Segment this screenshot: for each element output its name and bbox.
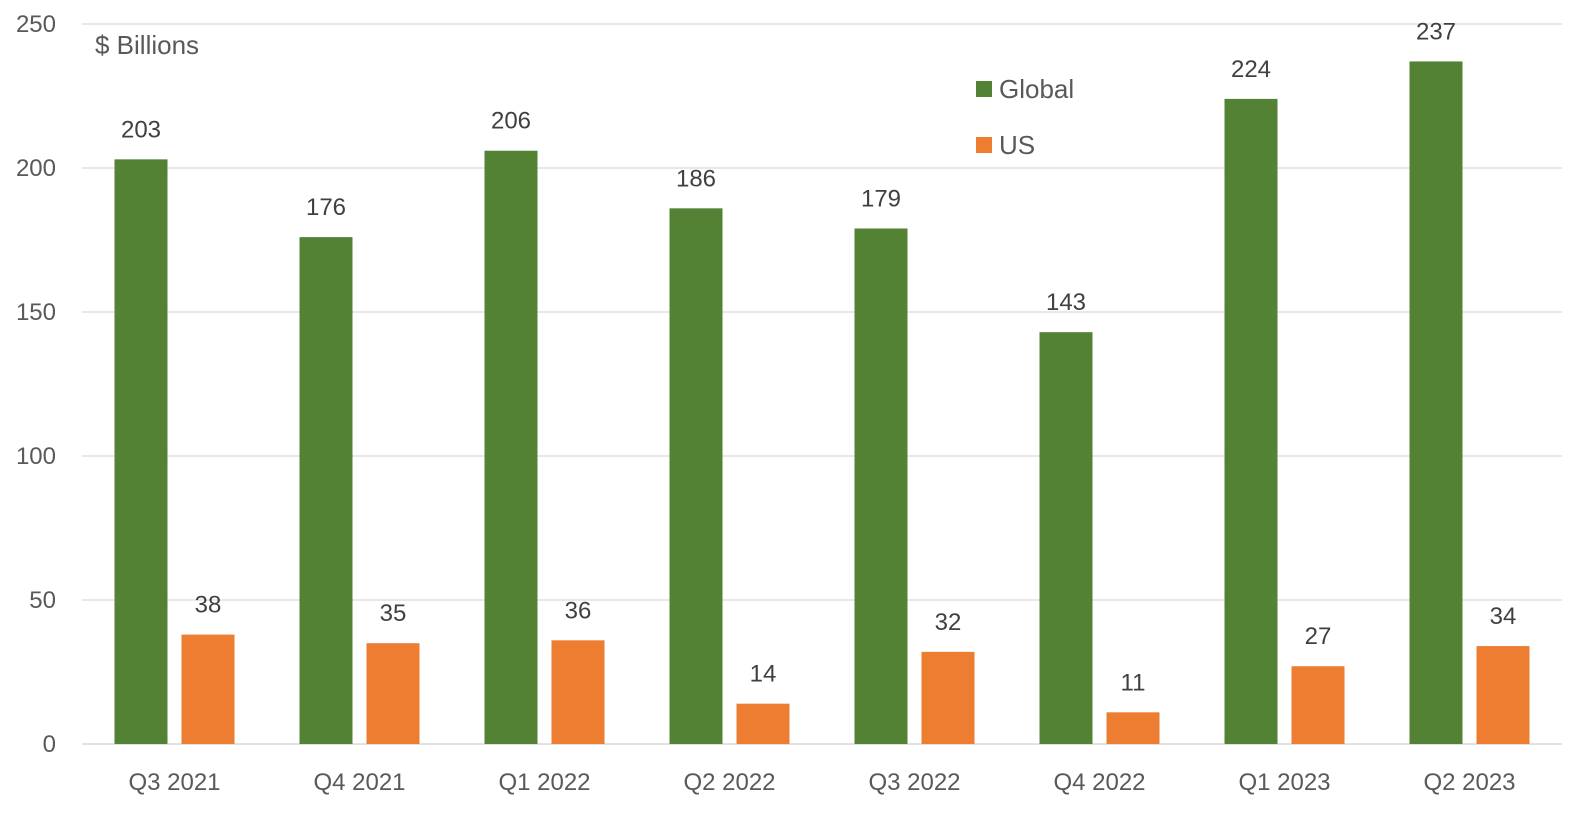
y-tick-label: 0 — [43, 731, 56, 758]
x-tick-label: Q1 2023 — [1238, 769, 1330, 796]
data-label-us: 38 — [195, 592, 222, 619]
x-tick-label: Q3 2021 — [128, 769, 220, 796]
x-tick-label: Q2 2023 — [1423, 769, 1515, 796]
bar-us-q3-2021 — [181, 634, 235, 744]
bars — [114, 61, 1530, 745]
bar-us-q4-2021 — [366, 643, 420, 744]
bar-global-q4-2021 — [299, 237, 353, 744]
bar-global-q2-2022 — [669, 208, 723, 744]
data-label-global: 203 — [121, 116, 161, 143]
bar-global-q2-2023 — [1409, 61, 1463, 744]
bar-us-q3-2022 — [921, 651, 975, 744]
y-tick-label: 100 — [16, 443, 56, 470]
x-axis-tick-labels: Q3 2021 Q4 2021 Q1 2022 Q2 2022 Q3 2022 Q4 20… — [128, 769, 1515, 796]
data-label-global: 206 — [491, 108, 531, 135]
bar-global-q3-2022 — [854, 228, 908, 745]
legend-label-global: Global — [999, 74, 1074, 104]
x-tick-label: Q1 2022 — [498, 769, 590, 796]
bar-us-q1-2022 — [551, 640, 605, 744]
x-tick-label: Q4 2021 — [313, 769, 405, 796]
legend-swatch-global — [976, 81, 992, 97]
data-label-us: 35 — [380, 600, 407, 627]
data-label-global: 186 — [676, 165, 716, 192]
legend-swatch-us — [976, 137, 992, 153]
data-label-global: 176 — [306, 194, 346, 221]
x-tick-label: Q4 2022 — [1053, 769, 1145, 796]
y-tick-label: 150 — [16, 299, 56, 326]
y-tick-label: 250 — [16, 11, 56, 38]
bar-us-q2-2022 — [736, 703, 790, 744]
bar-global-q1-2022 — [484, 150, 538, 745]
data-label-global: 143 — [1046, 289, 1086, 316]
bar-us-q4-2022 — [1106, 712, 1160, 744]
bar-global-q3-2021 — [114, 159, 168, 745]
data-labels: 203 38 176 35 206 36 186 14 179 32 143 11 224 27 237 34 — [121, 18, 1516, 696]
y-tick-label: 200 — [16, 155, 56, 182]
data-label-us: 32 — [935, 609, 962, 636]
x-tick-label: Q3 2022 — [868, 769, 960, 796]
y-axis-tick-labels: 0 50 100 150 200 250 — [16, 11, 56, 758]
y-tick-label: 50 — [29, 587, 56, 614]
legend: Global US — [976, 74, 1074, 160]
bar-global-q1-2023 — [1224, 98, 1278, 744]
legend-label-us: US — [999, 130, 1035, 160]
x-tick-label: Q2 2022 — [683, 769, 775, 796]
bar-us-q2-2023 — [1476, 646, 1530, 744]
data-label-us: 14 — [750, 661, 777, 688]
data-label-us: 27 — [1305, 623, 1332, 650]
bar-global-q4-2022 — [1039, 332, 1093, 744]
data-label-us: 36 — [565, 597, 592, 624]
data-label-us: 11 — [1121, 669, 1146, 696]
data-label-global: 179 — [861, 185, 901, 212]
data-label-global: 224 — [1231, 56, 1271, 83]
data-label-global: 237 — [1416, 18, 1456, 45]
bar-us-q1-2023 — [1291, 666, 1345, 744]
data-label-us: 34 — [1490, 603, 1517, 630]
unit-label: $ Billions — [95, 30, 199, 60]
